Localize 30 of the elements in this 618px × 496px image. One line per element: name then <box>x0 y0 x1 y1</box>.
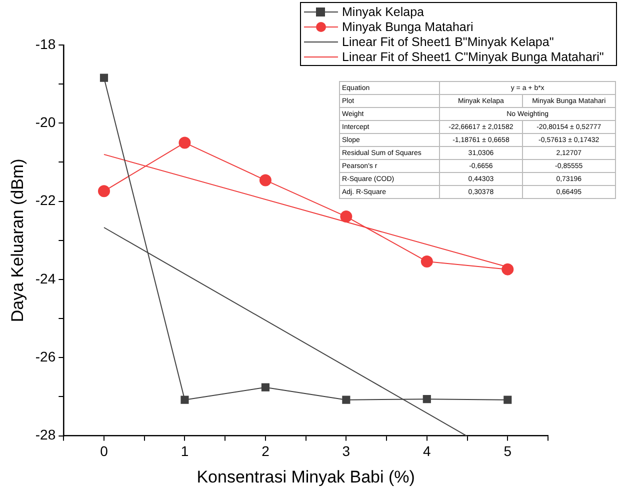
point <box>342 396 350 404</box>
point <box>180 396 189 404</box>
point <box>100 74 108 82</box>
x-tick-label: 1 <box>180 443 189 460</box>
x-tick-label: 4 <box>423 443 432 460</box>
point <box>261 383 270 392</box>
point <box>259 174 272 186</box>
x-tick-label: 2 <box>262 443 270 460</box>
y-tick-label: -18 <box>35 36 56 52</box>
y-axis-title: Daya Keluaran (dBm) <box>8 158 27 322</box>
point <box>178 136 191 149</box>
y-tick-label: -20 <box>35 114 56 130</box>
point <box>504 396 512 404</box>
point <box>420 256 433 268</box>
y-tick-label: -26 <box>35 348 56 364</box>
legend-label: Minyak Kelapa <box>342 4 424 18</box>
legend-label: Linear Fit of Sheet1 B"Minyak Kelapa" <box>342 34 554 48</box>
legend-label: Minyak Bunga Matahari <box>342 20 474 34</box>
point <box>422 395 431 404</box>
x-tick-label: 3 <box>342 443 350 460</box>
x-axis-title: Konsentrasi Minyak Babi (%) <box>196 467 415 486</box>
point <box>98 185 110 198</box>
point <box>340 210 352 223</box>
x-tick-label: 5 <box>504 443 512 460</box>
y-tick-label: -24 <box>35 270 56 286</box>
y-tick-label: -28 <box>35 426 56 443</box>
x-tick-label: 0 <box>100 443 108 460</box>
point <box>502 263 514 276</box>
legend-label: Linear Fit of Sheet1 C"Minyak Bunga Matahari" <box>342 50 604 64</box>
y-tick-label: -22 <box>35 192 56 208</box>
